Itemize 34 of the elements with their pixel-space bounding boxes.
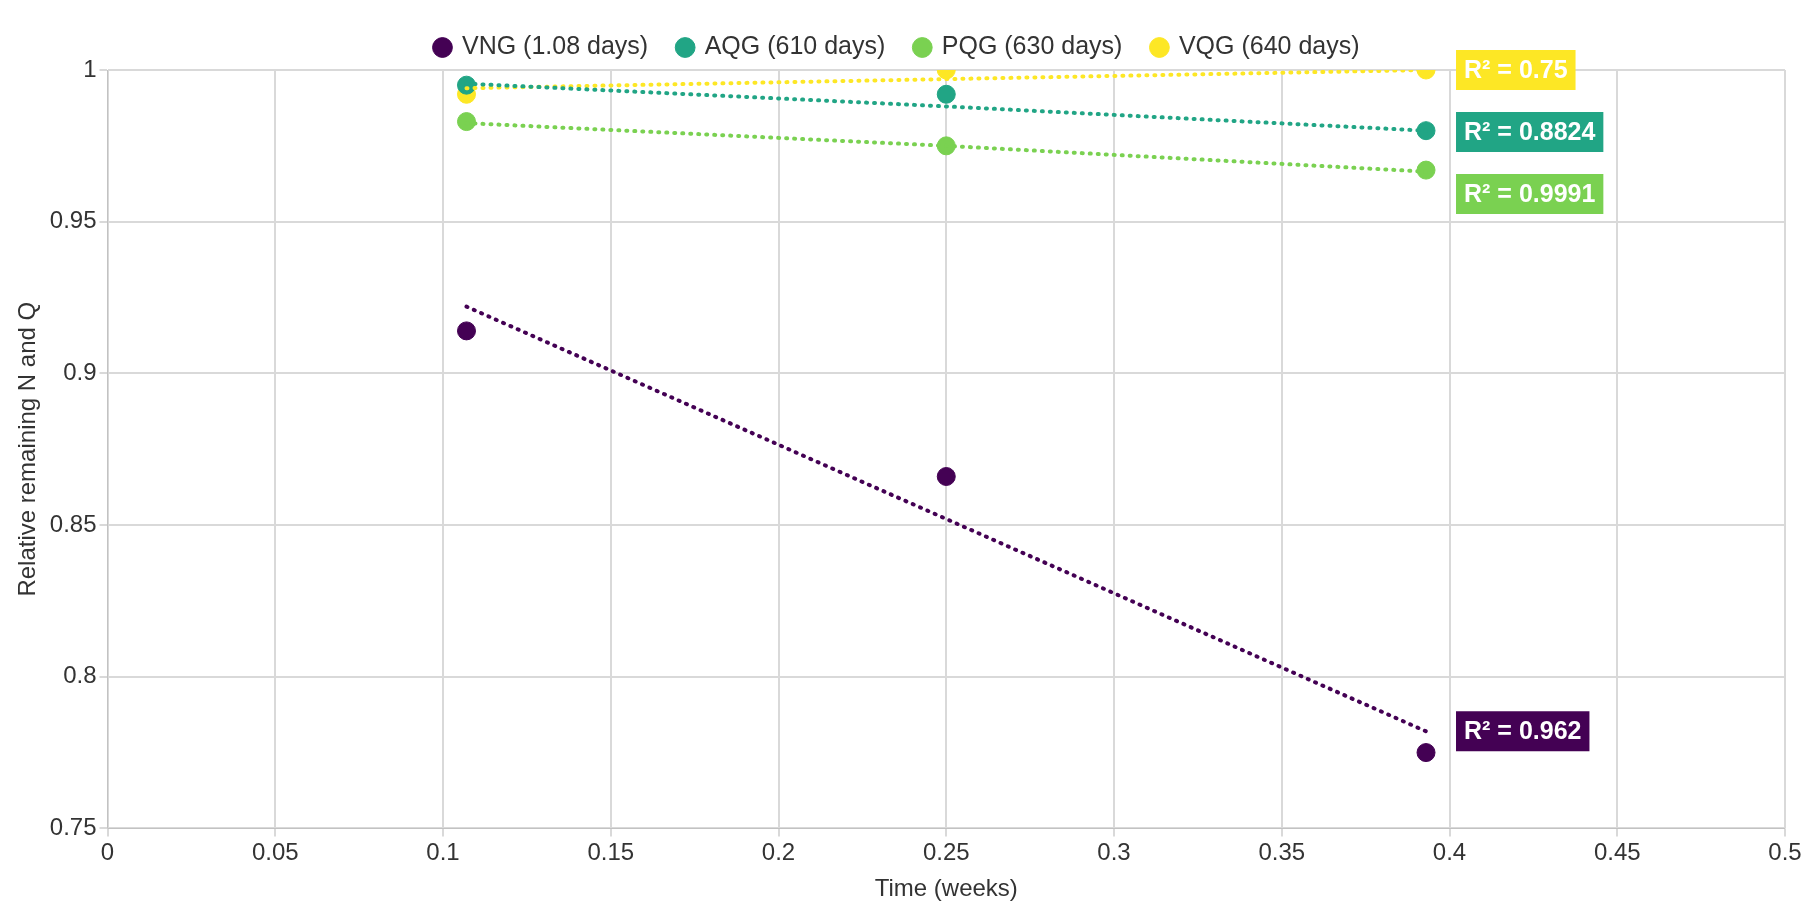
point (1416, 160, 1436, 180)
annotation: R² = 0.8824 (1464, 116, 1596, 145)
legend-label: VQG (640 days) (1178, 31, 1360, 60)
point (456, 321, 476, 341)
x-tick-label: 0.4 (1432, 838, 1467, 866)
x-tick-label: 0 (100, 838, 115, 866)
point (936, 84, 956, 104)
y-tick-label: 0.75 (49, 813, 97, 841)
x-tick-label: 0.3 (1097, 838, 1131, 866)
legend-label: PQG (630 days) (941, 31, 1123, 60)
x-tick-label: 0.45 (1593, 838, 1641, 866)
point (936, 467, 956, 486)
y-tick-label: 0.85 (49, 509, 97, 537)
annotation: R² = 0.962 (1464, 716, 1582, 745)
x-axis-title: Time (weeks) (874, 874, 1018, 902)
x-tick-label: 0.1 (426, 838, 460, 866)
annotation: R² = 0.75 (1464, 54, 1568, 83)
y-axis-title: Relative remaining N and Q (13, 301, 41, 597)
y-tick-label: 0.9 (63, 357, 97, 385)
x-tick-label: 0.25 (922, 838, 970, 866)
annotation: R² = 0.9991 (1464, 178, 1596, 207)
y-tick-label: 0.8 (63, 661, 97, 689)
point (1416, 121, 1436, 141)
x-tick-label: 0.2 (761, 838, 796, 866)
x-tick-label: 0.35 (1258, 838, 1306, 866)
point (456, 112, 476, 132)
point (1416, 743, 1436, 763)
x-tick-label: 0.05 (251, 838, 299, 866)
y-tick-label: 0.95 (49, 206, 97, 234)
legend-label: VNG (1.08 days) (461, 31, 649, 60)
legend-label: AQG (610 days) (704, 31, 886, 60)
x-tick-label: 0.15 (587, 838, 635, 866)
y-tick-label: 1 (83, 54, 97, 82)
x-tick-label: 0.5 (1768, 838, 1802, 866)
